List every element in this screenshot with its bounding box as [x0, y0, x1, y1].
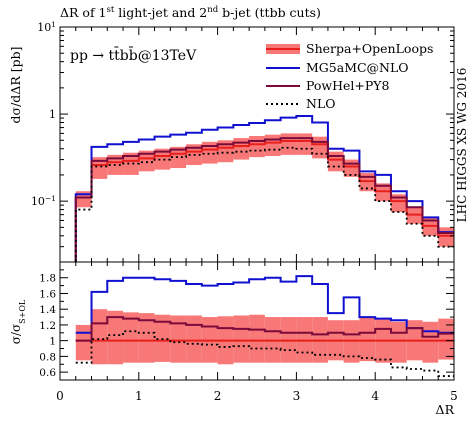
main-band-bin-9 [217, 140, 234, 163]
ratio-band-bin-7 [186, 315, 202, 363]
ratio-band-bin-2 [107, 310, 124, 365]
x-axis-label: ΔR [436, 402, 455, 417]
ratio-y-tick-label: 1.8 [39, 273, 56, 285]
legend-entry-nlo: NLO [266, 96, 336, 111]
ratio-band-bin-6 [170, 315, 187, 363]
ratio-y-tick-label: 0.8 [39, 351, 56, 363]
main-band-bin-23 [438, 227, 454, 247]
main-band-bin-11 [249, 135, 265, 158]
main-band-bin-1 [91, 157, 108, 179]
x-tick-label: 3 [293, 389, 301, 403]
legend-label-sherpa: Sherpa+OpenLoops [306, 41, 433, 56]
x-tick-label: 4 [371, 389, 379, 403]
main-band-bin-12 [264, 134, 281, 156]
main-band-bin-16 [327, 151, 344, 172]
ratio-series-mg5amc-nlo [75, 275, 454, 334]
main-band-bin-22 [422, 218, 439, 236]
process-label: pp → tt̄bb̄@13TeV [70, 46, 197, 64]
main-band-bin-5 [154, 148, 171, 170]
legend-label-powhel: PowHel+PY8 [306, 78, 390, 93]
ratio-band-bin-1 [91, 309, 108, 365]
ratio-band-bin-10 [233, 315, 250, 363]
ratio-band-bin-4 [138, 313, 155, 363]
main-band-bin-3 [123, 152, 139, 175]
main-panel [59, 26, 455, 263]
ratio-y-axis-label: σ/σS+OL [9, 299, 27, 344]
legend: Sherpa+OpenLoops MG5aMC@NLO PowHel+PY8 N… [266, 41, 433, 111]
ratio-y-tick-label: 0.6 [39, 367, 56, 379]
main-band-bin-4 [138, 150, 155, 172]
ratio-series-powhel-py8 [75, 316, 454, 342]
main-band-bin-19 [375, 183, 391, 202]
ratio-panel [59, 261, 455, 381]
legend-entry-sherpa: Sherpa+OpenLoops [266, 41, 433, 56]
main-y-tick-label: 10−1 [31, 194, 56, 209]
legend-label-mg5: MG5aMC@NLO [306, 60, 409, 75]
side-label: LHC HIGGS XS WG 2016 [455, 68, 467, 223]
x-tick-label: 0 [56, 389, 64, 403]
ratio-band-bin-18 [359, 317, 376, 362]
main-y-axis-label: dσ/dΔR [pb] [8, 47, 23, 124]
ratio-y-tick-label: 1.4 [39, 304, 56, 316]
main-band-bin-14 [296, 133, 313, 155]
main-band-bin-15 [312, 136, 328, 159]
ratio-band-bin-0 [75, 324, 92, 361]
ratio-series-nlo [75, 330, 454, 377]
x-tick-label: 2 [214, 389, 222, 403]
chart-title: ΔR of 1st light-jet and 2nd b-jet (ttbb … [60, 5, 321, 20]
legend-label-nlo: NLO [306, 96, 336, 111]
main-y-tick-label: 101 [37, 20, 56, 35]
main-band-bin-6 [170, 146, 187, 169]
main-series-nlo [74, 146, 454, 262]
ratio-band-bin-23 [438, 318, 454, 360]
main-band-bin-20 [390, 194, 407, 213]
legend-entry-mg5: MG5aMC@NLO [266, 60, 409, 75]
x-tick-label: 5 [450, 389, 458, 403]
ratio-y-tick-label: 1.6 [39, 288, 56, 300]
main-y-tick-label: 1 [49, 108, 56, 121]
ratio-y-tick-label: 1.2 [39, 320, 56, 332]
ratio-panel-frame [59, 261, 455, 381]
x-tick-label: 1 [135, 389, 143, 403]
ratio-band-bin-11 [249, 314, 265, 363]
main-series-mg5amc-nlo [74, 115, 454, 262]
main-series-powhel-py8 [74, 137, 454, 262]
ratio-band-bin-22 [422, 321, 439, 363]
main-band-bin-10 [233, 138, 250, 160]
ratio-band-bin-20 [390, 321, 407, 363]
legend-entry-powhel: PowHel+PY8 [266, 78, 390, 93]
main-band-bin-8 [201, 141, 218, 164]
ratio-y-tick-label: 1 [49, 336, 56, 348]
ratio-band-bin-3 [123, 312, 139, 363]
main-band-bin-13 [280, 133, 297, 155]
